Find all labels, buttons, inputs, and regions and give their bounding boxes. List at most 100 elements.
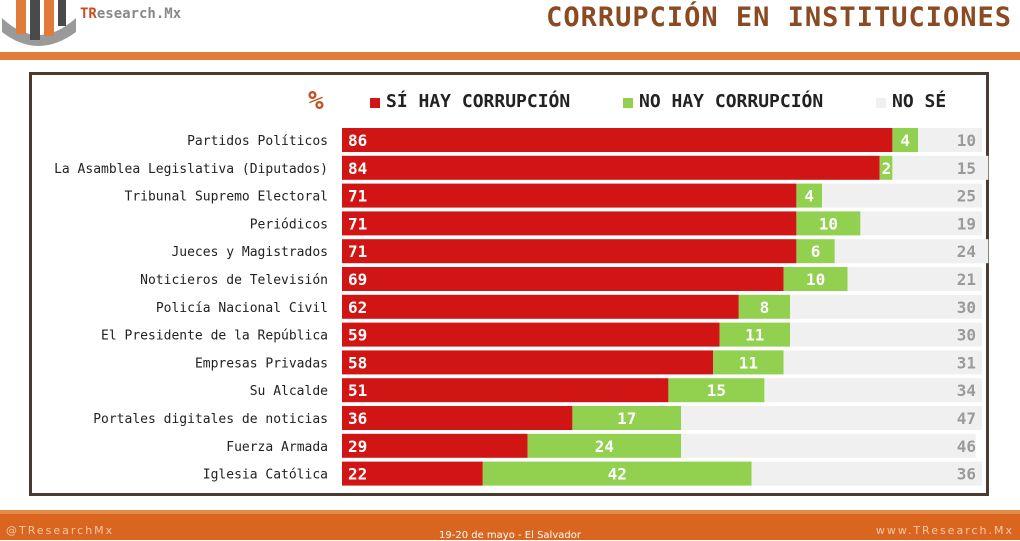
footer-band (0, 510, 1020, 514)
bar-no (527, 433, 682, 458)
bar-no (879, 155, 893, 180)
bar-ns (790, 294, 982, 319)
legend-swatch-no (623, 98, 633, 108)
value-label-no: 10 (819, 214, 838, 233)
legend-label-si: SÍ HAY CORRUPCIÓN (386, 91, 571, 112)
bar-no (783, 267, 848, 291)
category-label: Empresas Privadas (195, 356, 328, 371)
bar-ns (822, 183, 982, 208)
value-label-no: 4 (804, 187, 814, 206)
value-label-si: 29 (348, 437, 367, 456)
footer: @TResearchMx 19-20 de mayo - El Salvador… (0, 510, 1020, 541)
value-label-si: 71 (348, 242, 367, 261)
value-label-si: 59 (348, 326, 367, 345)
bar-no (796, 183, 822, 208)
value-label-ns: 30 (957, 326, 976, 345)
category-label: La Asamblea Legislativa (Diputados) (54, 162, 328, 177)
bar-si (342, 461, 483, 486)
legend-swatch-ns (876, 98, 886, 108)
bar-no (713, 350, 784, 375)
bar-no (738, 294, 790, 319)
brand-suffix: esearch.Mx (96, 6, 182, 22)
value-label-ns: 30 (957, 298, 976, 317)
value-label-no: 17 (617, 409, 636, 428)
legend-label-ns: NO SÉ (892, 91, 947, 112)
value-label-si: 22 (348, 465, 367, 484)
bar-no (482, 461, 752, 486)
bar-no (796, 239, 835, 264)
value-label-si: 71 (348, 214, 367, 233)
category-label: Partidos Políticos (187, 134, 328, 149)
bar-ns (834, 239, 989, 264)
value-label-ns: 24 (957, 242, 976, 261)
legend-swatch-si (370, 98, 380, 108)
bar-si (342, 211, 797, 236)
category-label: Noticieros de Televisión (140, 273, 328, 288)
value-label-ns: 19 (957, 214, 976, 233)
category-label: Su Alcalde (250, 384, 328, 399)
bar-ns (751, 461, 982, 486)
bar-si (342, 128, 893, 152)
brand-prefix: TR (80, 6, 97, 22)
bar-si (342, 322, 720, 347)
bar-ns (681, 433, 976, 458)
value-label-ns: 34 (957, 381, 976, 400)
value-label-ns: 36 (957, 465, 976, 484)
value-label-no: 2 (882, 159, 892, 178)
value-label-no: 11 (745, 326, 764, 345)
bar-si (342, 239, 797, 264)
brand-logo (2, 0, 76, 46)
value-label-ns: 31 (957, 353, 976, 372)
bar-ns (681, 406, 982, 430)
legend-label-no: NO HAY CORRUPCIÓN (639, 91, 824, 112)
value-label-ns: 47 (957, 409, 976, 428)
value-label-si: 69 (348, 270, 367, 289)
value-label-no: 8 (760, 298, 770, 317)
bar-si (342, 183, 797, 208)
header: TResearch.Mx CORRUPCIÓN EN INSTITUCIONES (0, 0, 1020, 52)
category-label: El Presidente de la República (101, 329, 328, 344)
category-label: Policía Nacional Civil (156, 301, 328, 316)
bar-no (892, 128, 918, 152)
header-rule (0, 52, 1020, 60)
bar-ns (918, 128, 982, 152)
footer-website[interactable]: www.TResearch.Mx (875, 524, 1014, 537)
bar-si (342, 406, 573, 430)
bar-no (719, 322, 790, 347)
category-label: Iglesia Católica (203, 468, 328, 483)
value-label-no: 24 (595, 437, 614, 456)
category-label: Jueces y Magistrados (171, 245, 328, 260)
value-label-si: 84 (348, 159, 367, 178)
bar-ns (764, 378, 982, 403)
bar-ns (790, 322, 982, 347)
value-label-si: 36 (348, 409, 367, 428)
bar-ns (860, 211, 982, 236)
value-label-si: 71 (348, 187, 367, 206)
unit-label: % (308, 86, 324, 116)
category-label: Fuerza Armada (226, 440, 328, 455)
brand-name: TResearch.Mx (80, 6, 181, 22)
value-label-no: 4 (900, 131, 910, 150)
value-label-si: 51 (348, 381, 367, 400)
value-label-ns: 15 (957, 159, 976, 178)
value-label-no: 15 (707, 381, 726, 400)
bar-si (342, 378, 669, 403)
bar-si (342, 433, 528, 458)
value-label-no: 6 (811, 242, 821, 261)
bar-ns (892, 155, 989, 180)
bar-no (796, 211, 861, 236)
value-label-no: 42 (608, 465, 627, 484)
bar-si (342, 350, 714, 375)
legend: % SÍ HAY CORRUPCIÓN NO HAY CORRUPCIÓN NO… (0, 86, 1020, 116)
category-label: Periódicos (250, 217, 328, 232)
bar-ns (847, 267, 982, 291)
bar-si (342, 155, 880, 180)
value-label-ns: 46 (957, 437, 976, 456)
footer-social[interactable]: @TResearchMx (6, 524, 115, 537)
bar-si (342, 267, 784, 291)
bar-ns (783, 350, 982, 375)
footer-date: 19-20 de mayo - El Salvador (439, 530, 581, 541)
page-title: CORRUPCIÓN EN INSTITUCIONES (546, 2, 1012, 33)
category-label: Tribunal Supremo Electoral (125, 190, 329, 205)
value-label-no: 10 (806, 270, 825, 289)
